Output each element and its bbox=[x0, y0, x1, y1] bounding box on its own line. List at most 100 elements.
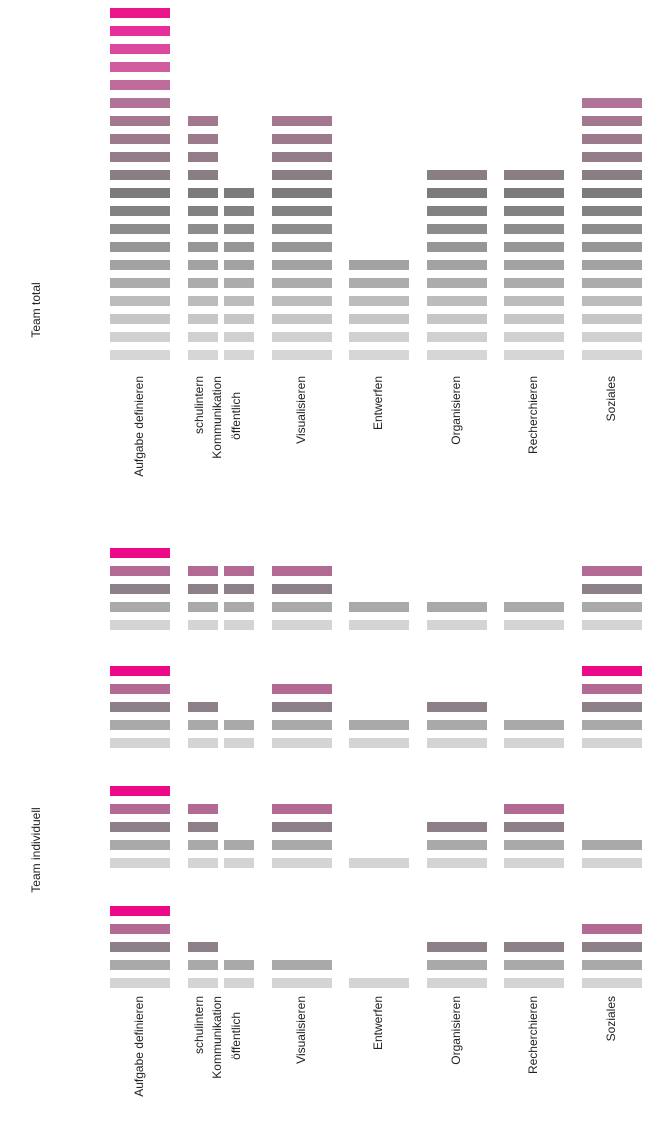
bar-segment bbox=[110, 242, 170, 252]
bar-segment bbox=[427, 350, 487, 360]
bar-segment bbox=[224, 188, 254, 198]
bar-segment bbox=[188, 350, 218, 360]
bar-segment bbox=[582, 296, 642, 306]
bar-segment bbox=[582, 224, 642, 234]
bar-segment bbox=[427, 332, 487, 342]
bar-segment bbox=[272, 170, 332, 180]
bar-segment bbox=[188, 720, 218, 730]
bar-segment bbox=[582, 242, 642, 252]
bar-segment bbox=[188, 584, 218, 594]
bar-segment bbox=[272, 584, 332, 594]
bar-segment bbox=[427, 702, 487, 712]
bar-segment bbox=[110, 332, 170, 342]
bar-segment bbox=[224, 314, 254, 324]
bar-segment bbox=[272, 960, 332, 970]
bar-segment bbox=[110, 44, 170, 54]
category-label: Aufgabe definieren bbox=[132, 376, 146, 477]
bar-segment bbox=[188, 566, 218, 576]
bar-segment bbox=[272, 278, 332, 288]
bar-segment bbox=[582, 314, 642, 324]
bar-segment bbox=[582, 170, 642, 180]
chart-title: Team individuell bbox=[29, 807, 43, 892]
category-label: öffentlich bbox=[229, 1012, 243, 1060]
bar-segment bbox=[224, 840, 254, 850]
bar-segment bbox=[504, 620, 564, 630]
bar-segment bbox=[272, 260, 332, 270]
bar-segment bbox=[110, 924, 170, 934]
bar-segment bbox=[427, 620, 487, 630]
bar-segment bbox=[224, 332, 254, 342]
bar-segment bbox=[110, 134, 170, 144]
bar-segment bbox=[188, 134, 218, 144]
bar-segment bbox=[427, 738, 487, 748]
bar-segment bbox=[427, 206, 487, 216]
bar-segment bbox=[272, 296, 332, 306]
bar-segment bbox=[110, 296, 170, 306]
category-label: Visualisieren bbox=[294, 376, 308, 444]
bar-segment bbox=[224, 620, 254, 630]
bar-segment bbox=[188, 702, 218, 712]
bar-segment bbox=[272, 684, 332, 694]
bar-segment bbox=[110, 720, 170, 730]
bar-segment bbox=[582, 684, 642, 694]
bar-segment bbox=[224, 296, 254, 306]
bar-segment bbox=[272, 738, 332, 748]
bar-segment bbox=[582, 978, 642, 988]
bar-segment bbox=[110, 8, 170, 18]
bar-segment bbox=[224, 584, 254, 594]
bar-segment bbox=[427, 242, 487, 252]
bar-segment bbox=[427, 960, 487, 970]
bar-segment bbox=[188, 620, 218, 630]
bar-segment bbox=[504, 978, 564, 988]
bar-segment bbox=[504, 278, 564, 288]
bar-segment bbox=[582, 188, 642, 198]
bar-segment bbox=[272, 858, 332, 868]
bar-segment bbox=[582, 720, 642, 730]
bar-segment bbox=[224, 738, 254, 748]
bar-segment bbox=[110, 942, 170, 952]
bar-segment bbox=[188, 960, 218, 970]
bar-segment bbox=[504, 260, 564, 270]
bar-segment bbox=[582, 260, 642, 270]
bar-segment bbox=[224, 242, 254, 252]
bar-segment bbox=[188, 602, 218, 612]
bar-segment bbox=[504, 206, 564, 216]
bar-segment bbox=[582, 134, 642, 144]
bar-segment bbox=[272, 720, 332, 730]
bar-segment bbox=[224, 350, 254, 360]
bar-segment bbox=[110, 858, 170, 868]
category-label: Recherchieren bbox=[526, 996, 540, 1074]
bar-segment bbox=[504, 858, 564, 868]
bar-segment bbox=[272, 602, 332, 612]
bar-segment bbox=[582, 332, 642, 342]
bar-segment bbox=[582, 584, 642, 594]
bar-segment bbox=[188, 978, 218, 988]
bar-segment bbox=[582, 738, 642, 748]
bar-segment bbox=[504, 738, 564, 748]
bar-segment bbox=[504, 720, 564, 730]
bar-segment bbox=[110, 62, 170, 72]
bar-segment bbox=[272, 702, 332, 712]
bar-segment bbox=[349, 332, 409, 342]
bar-segment bbox=[188, 314, 218, 324]
bar-segment bbox=[349, 296, 409, 306]
bar-segment bbox=[504, 804, 564, 814]
bar-segment bbox=[188, 840, 218, 850]
bar-segment bbox=[504, 314, 564, 324]
bar-segment bbox=[427, 602, 487, 612]
bar-segment bbox=[110, 702, 170, 712]
bar-segment bbox=[188, 738, 218, 748]
bar-segment bbox=[272, 804, 332, 814]
category-label: öffentlich bbox=[229, 392, 243, 440]
category-label: Recherchieren bbox=[526, 376, 540, 454]
bar-segment bbox=[110, 804, 170, 814]
bar-segment bbox=[188, 188, 218, 198]
bar-segment bbox=[582, 206, 642, 216]
bar-segment bbox=[504, 602, 564, 612]
bar-segment bbox=[110, 206, 170, 216]
bar-segment bbox=[110, 666, 170, 676]
bar-segment bbox=[272, 566, 332, 576]
bar-segment bbox=[110, 620, 170, 630]
bar-segment bbox=[427, 858, 487, 868]
bar-segment bbox=[188, 278, 218, 288]
